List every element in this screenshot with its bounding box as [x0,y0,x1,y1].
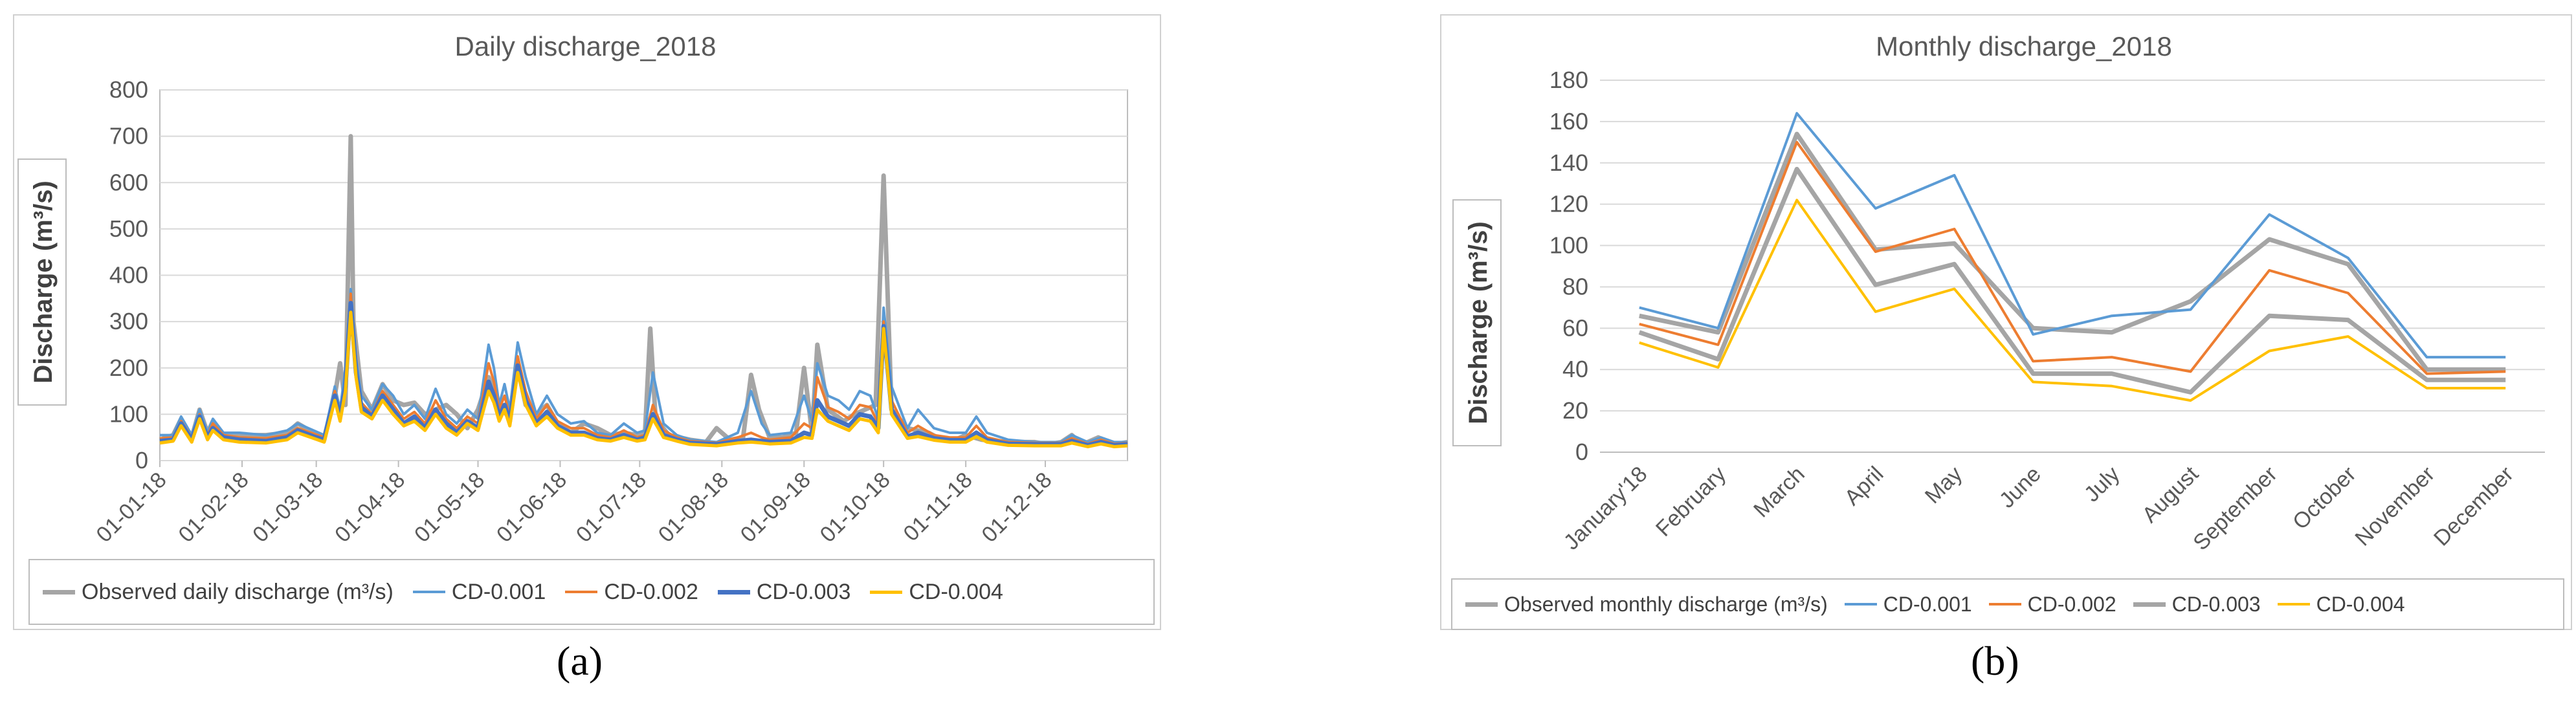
legend-item-cd-0-002: CD-0.002 [565,580,698,605]
legend-swatch [43,589,75,595]
x-category-label: November [2350,462,2439,551]
y-tick-label: 40 [1562,356,1588,382]
legend-swatch [1465,602,1498,607]
legend-label: CD-0.004 [2316,592,2405,616]
legend-label: CD-0.002 [2027,592,2116,616]
series-line-cd-0-003 [1638,166,2506,395]
legend-item-cd-0-004: CD-0.004 [870,580,1003,605]
chart-title: Daily discharge_2018 [455,31,716,61]
legend-item-cd-0-001: CD-0.001 [412,579,546,605]
y-tick-label: 180 [1549,67,1588,93]
x-category-label: January'18 [1559,462,1652,555]
x-category-label: December [2429,462,2518,551]
x-tick-label: 01-08-18 [654,468,733,547]
monthly-discharge-chart: 0 20 40 60 80 100 120 140 160 180 January'18 Februa… [1440,14,2572,630]
y-tick-label: 100 [1549,232,1588,259]
legend-item-cd-0-003: CD-0.003 [717,579,851,605]
legend-swatch [565,591,598,593]
y-axis-label: Discharge (m³/s) [1464,221,1493,424]
legend-label: CD-0.003 [756,579,851,604]
daily-discharge-chart: 0 100 200 300 400 500 600 700 800 01-01-18 01-02-1… [13,14,1161,630]
panel-label-a: (a) [557,638,603,684]
y-tick-label: 0 [1575,439,1588,465]
ylabel-box [17,158,67,406]
legend-item-observed-daily-discharge-m-s: Observed daily discharge (m³/s) [43,580,394,605]
x-tick-label: 01-10-18 [816,468,895,547]
x-tick-label: 01-05-18 [410,468,489,547]
legend-swatch [1844,603,1877,605]
y-tick-label: 300 [109,308,148,334]
y-tick-label: 500 [109,215,148,242]
daily-legend: Observed daily discharge (m³/s) CD-0.001 C… [28,559,1155,625]
x-tick-label: 01-04-18 [330,468,410,547]
monthly-legend: Observed monthly discharge (m³/s) CD-0.00… [1451,578,2564,630]
x-tick-label: 01-11-18 [898,468,977,546]
legend-item-cd-0-002: CD-0.002 [1988,592,2116,616]
legend-item-cd-0-004: CD-0.004 [2277,592,2405,616]
y-tick-label: 80 [1562,273,1588,300]
x-category-label: March [1749,462,1810,523]
legend-label: CD-0.002 [604,579,698,604]
x-tick-label: 01-12-18 [977,468,1057,547]
y-tick-label: 100 [109,400,148,427]
ylabel-box [1452,199,1502,446]
x-category-label: May [1920,462,1967,508]
legend-item-cd-0-001: CD-0.001 [1844,592,1972,616]
x-category-label: June [1995,462,2046,513]
series-line-cd-0-004 [1639,199,2506,402]
x-tick-label: 01-01-18 [92,468,172,547]
series-line-observed-monthly-discharge-m-s [1639,131,2506,372]
legend-item-cd-0-003: CD-0.003 [2133,593,2261,616]
daily-chart-svg: 0 100 200 300 400 500 600 700 800 01-01-18 01-02-1… [17,31,1128,547]
y-tick-label: 800 [109,76,148,103]
x-tick-label: 01-07-18 [572,468,651,547]
y-tick-label: 140 [1549,149,1588,176]
x-category-label: April [1840,462,1889,510]
legend-label: CD-0.003 [2171,592,2261,616]
y-tick-label: 20 [1562,397,1588,424]
x-tick-label: 01-02-18 [174,468,254,547]
series-line-cd-0-004 [159,311,1128,448]
legend-label: Observed monthly discharge (m³/s) [1504,592,1828,616]
x-tick-label: 01-09-18 [736,468,816,547]
x-category-label: February [1651,462,1731,541]
legend-swatch [2277,603,2310,605]
y-tick-label: 60 [1562,314,1588,341]
y-tick-label: 200 [109,355,148,381]
legend-label: Observed daily discharge (m³/s) [82,579,394,604]
legend-swatch [870,590,903,594]
legend-label: CD-0.001 [1883,592,1972,616]
y-tick-label: 0 [135,447,148,474]
chart-title: Monthly discharge_2018 [1876,31,2172,61]
y-tick-label: 700 [109,123,148,149]
x-category-label: October [2288,462,2360,534]
series-line-cd-0-002 [1639,140,2506,375]
monthly-chart-svg: 0 20 40 60 80 100 120 140 160 180 January'18Februa… [1452,31,2545,555]
legend-item-observed-monthly-discharge-m-s: Observed monthly discharge (m³/s) [1465,593,1828,616]
legend-label: CD-0.001 [451,579,546,604]
y-tick-label: 160 [1549,108,1588,135]
series-line-cd-0-001 [1639,112,2506,359]
legend-swatch [412,591,445,593]
x-tick-label: 01-06-18 [492,468,572,547]
legend-label: CD-0.004 [909,579,1003,604]
x-category-label: July [2080,462,2125,507]
legend-swatch [1988,603,2021,605]
y-tick-label: 120 [1549,191,1588,217]
y-tick-label: 400 [109,262,148,289]
legend-swatch [2133,602,2166,607]
legend-swatch [717,589,750,595]
x-category-label: August [2137,461,2203,527]
panel-label-b: (b) [1971,638,2019,684]
x-category-label: September [2188,462,2282,555]
x-tick-label: 01-03-18 [248,468,328,547]
y-tick-label: 600 [109,169,148,195]
y-axis-label: Discharge (m³/s) [29,180,58,383]
